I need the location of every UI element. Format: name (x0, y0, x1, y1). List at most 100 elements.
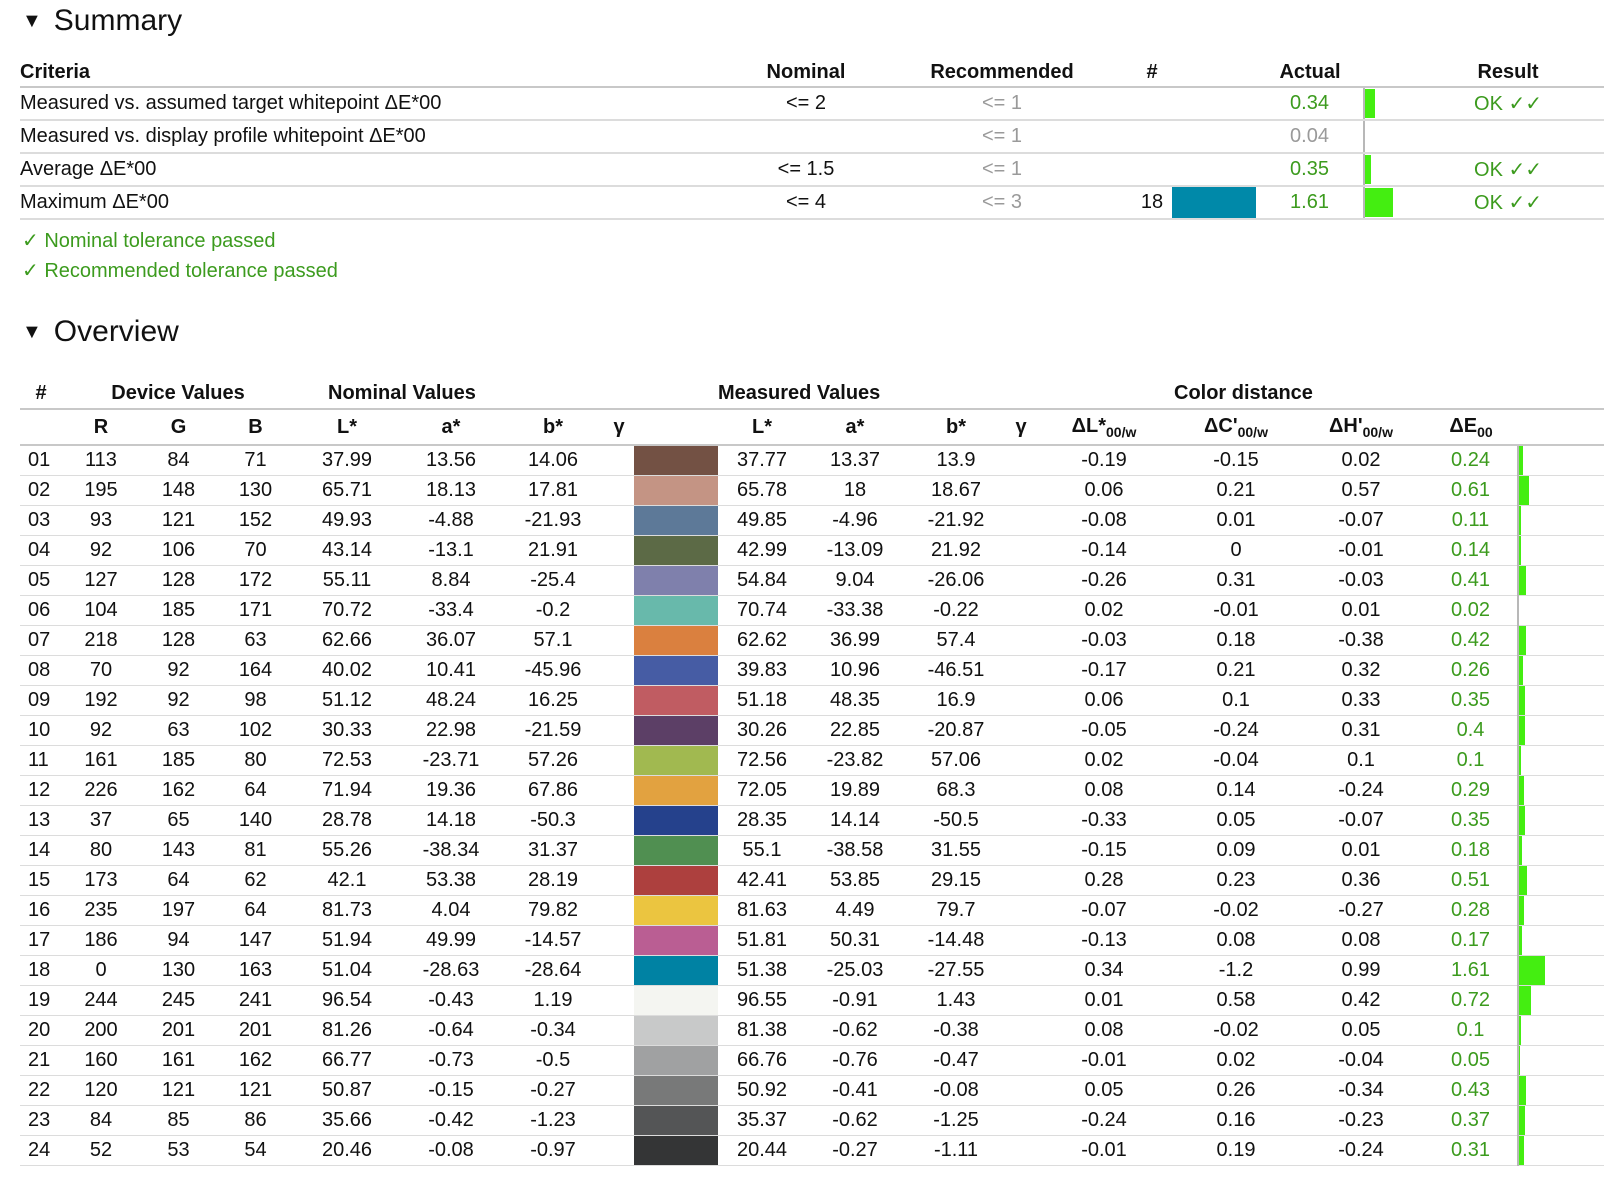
delta-e: 0.05 (1424, 1045, 1518, 1076)
measured-a: 22.85 (806, 715, 904, 746)
delta-h: -0.24 (1298, 775, 1424, 806)
delta-h: -0.38 (1298, 625, 1424, 656)
measured-a: 9.04 (806, 565, 904, 596)
delta-e-bar (1519, 1076, 1526, 1105)
nominal-b: 17.81 (502, 475, 604, 506)
hdr-r: R (62, 409, 140, 446)
color-swatch (634, 805, 718, 836)
delta-e: 0.26 (1424, 655, 1518, 686)
delta-e-bar (1519, 896, 1524, 925)
measured-gamma (1008, 1135, 1034, 1166)
col-result: Result (1412, 58, 1604, 88)
delta-c: 0.05 (1174, 805, 1298, 836)
delta-e-bar (1519, 926, 1522, 955)
nominal-b: -21.93 (502, 505, 604, 536)
delta-l: -0.17 (1034, 655, 1174, 686)
delta-e: 0.1 (1424, 1015, 1518, 1046)
nominal-b: -21.59 (502, 715, 604, 746)
nominal-a: -38.34 (400, 835, 502, 866)
nominal-l: 55.26 (294, 835, 400, 866)
delta-e-bar (1519, 656, 1523, 685)
delta-e-bar (1519, 806, 1525, 835)
patch-id: 21 (20, 1045, 62, 1076)
delta-l: 0.34 (1034, 955, 1174, 986)
nominal-b: -1.23 (502, 1105, 604, 1136)
device-b: 164 (217, 655, 294, 686)
delta-h: 0.01 (1298, 835, 1424, 866)
delta-e-bar (1519, 746, 1521, 775)
device-g: 84 (140, 445, 217, 476)
delta-c: 0.19 (1174, 1135, 1298, 1166)
nominal-l: 51.04 (294, 955, 400, 986)
measured-a: 13.37 (806, 445, 904, 476)
device-r: 52 (62, 1135, 140, 1166)
device-b: 121 (217, 1075, 294, 1106)
delta-e: 0.17 (1424, 925, 1518, 956)
patch-row: 16 235 197 64 81.73 4.04 79.82 81.63 4.49 79.7 -0.… (20, 895, 1604, 926)
patch-id: 14 (20, 835, 62, 866)
patch-row: 21 160 161 162 66.77 -0.73 -0.5 66.76 -0.76 -0.47… (20, 1045, 1604, 1076)
delta-c: 0.26 (1174, 1075, 1298, 1106)
delta-e-bar (1519, 986, 1531, 1015)
delta-e: 0.28 (1424, 895, 1518, 926)
device-r: 200 (62, 1015, 140, 1046)
measured-gamma (1008, 595, 1034, 626)
nominal-gamma (604, 685, 634, 716)
collapse-triangle-icon[interactable]: ▼ (22, 320, 42, 343)
worst-patch-swatch (1172, 153, 1256, 187)
device-g: 64 (140, 865, 217, 896)
delta-h: 0.1 (1298, 745, 1424, 776)
nominal-l: 71.94 (294, 775, 400, 806)
measured-gamma (1008, 985, 1034, 1016)
nominal-l: 51.12 (294, 685, 400, 716)
device-b: 64 (217, 775, 294, 806)
nominal-l: 65.71 (294, 475, 400, 506)
nominal-b: 14.06 (502, 445, 604, 476)
device-g: 162 (140, 775, 217, 806)
nominal-cell: <= 1.5 (740, 153, 872, 187)
patch-id: 18 (20, 955, 62, 986)
device-r: 226 (62, 775, 140, 806)
delta-c: 0.23 (1174, 865, 1298, 896)
delta-e: 0.02 (1424, 595, 1518, 626)
measured-gamma (1008, 835, 1034, 866)
measured-l: 66.76 (718, 1045, 806, 1076)
delta-e-bar-cell (1517, 715, 1604, 746)
delta-c: 0.02 (1174, 1045, 1298, 1076)
delta-c: 0.14 (1174, 775, 1298, 806)
summary-heading[interactable]: ▼ Summary (22, 4, 182, 38)
patch-id: 01 (20, 445, 62, 476)
nominal-gamma (604, 715, 634, 746)
measured-b: 13.9 (904, 445, 1008, 476)
measured-b: -1.25 (904, 1105, 1008, 1136)
measured-gamma (1008, 1075, 1034, 1106)
collapse-triangle-icon[interactable]: ▼ (22, 9, 42, 32)
device-g: 148 (140, 475, 217, 506)
device-r: 37 (62, 805, 140, 836)
delta-c: -0.02 (1174, 1015, 1298, 1046)
delta-c: 0.16 (1174, 1105, 1298, 1136)
patch-row: 15 173 64 62 42.1 53.38 28.19 42.41 53.85 29.15 0.… (20, 865, 1604, 896)
delta-e: 0.1 (1424, 745, 1518, 776)
col-actual: Actual (1256, 58, 1364, 88)
color-swatch (634, 955, 718, 986)
measured-l: 55.1 (718, 835, 806, 866)
patch-row: 11 161 185 80 72.53 -23.71 57.26 72.56 -23.82 57.… (20, 745, 1604, 776)
delta-e-bar (1519, 866, 1527, 895)
delta-e-bar (1519, 566, 1526, 595)
delta-e-bar (1519, 446, 1523, 475)
overview-heading[interactable]: ▼ Overview (22, 315, 179, 349)
measured-a: -0.76 (806, 1045, 904, 1076)
delta-e: 0.61 (1424, 475, 1518, 506)
delta-c: 0.08 (1174, 925, 1298, 956)
nominal-gamma (604, 835, 634, 866)
delta-h: -0.34 (1298, 1075, 1424, 1106)
delta-e: 0.41 (1424, 565, 1518, 596)
measured-l: 51.81 (718, 925, 806, 956)
nominal-gamma (604, 595, 634, 626)
nominal-l: 37.99 (294, 445, 400, 476)
nominal-b: 31.37 (502, 835, 604, 866)
color-swatch (634, 835, 718, 866)
patch-row: 05 127 128 172 55.11 8.84 -25.4 54.84 9.04 -26.06… (20, 565, 1604, 596)
recommended-cell: <= 1 (872, 153, 1132, 187)
